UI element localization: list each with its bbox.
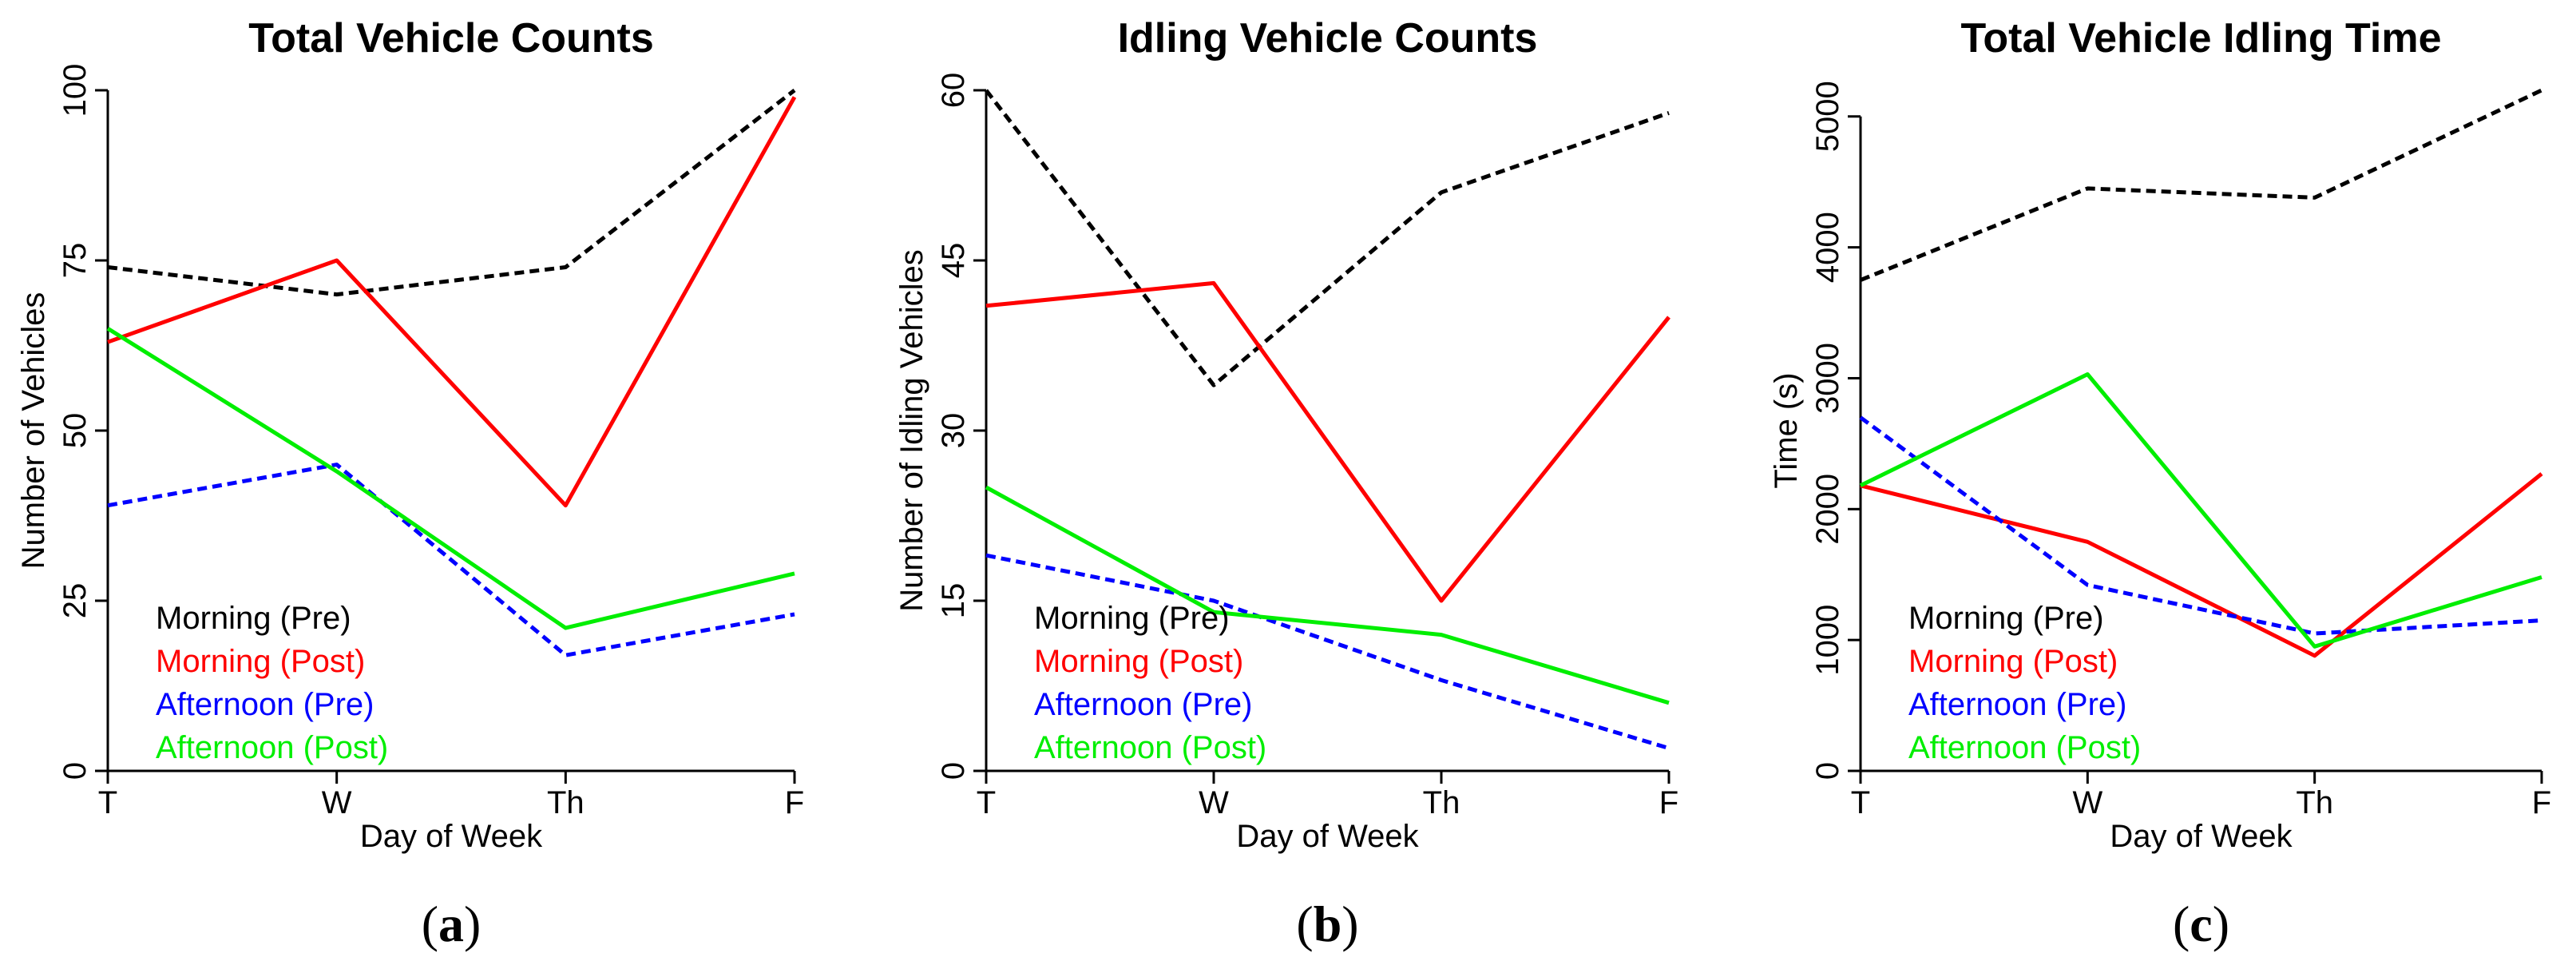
y-tick-label: 2000 <box>1810 474 1845 545</box>
series-line-morning-pre <box>985 89 1670 387</box>
y-tick-label: 0 <box>936 762 971 780</box>
y-axis-title: Number of Idling Vehicles <box>894 249 929 612</box>
x-axis-title: Day of Week <box>1236 819 1419 854</box>
legend-entry: Afternoon (Pre) <box>1908 687 2126 722</box>
y-tick-label: 60 <box>936 73 971 109</box>
legend-entry: Morning (Pre) <box>1908 601 2104 636</box>
y-tick-label: 1000 <box>1810 605 1845 676</box>
series-line-afternoon-post <box>985 485 1670 705</box>
legend-entry: Afternoon (Post) <box>1034 730 1266 765</box>
series-line-morning-pre <box>107 89 796 297</box>
y-tick-label: 5000 <box>1810 81 1845 152</box>
legend-entry: Morning (Post) <box>1908 644 2118 679</box>
panel-label: (a) <box>422 896 482 952</box>
panel-label-letter: c <box>2190 896 2212 952</box>
series-line-morning-post <box>1860 472 2543 658</box>
x-tick-label: T <box>1851 785 1870 820</box>
x-axis-title: Day of Week <box>2110 819 2293 854</box>
y-axis-title: Number of Vehicles <box>16 292 51 570</box>
x-tick-label: F <box>2532 785 2551 820</box>
x-tick-label: T <box>977 785 996 820</box>
chart-title: Idling Vehicle Counts <box>1118 15 1538 62</box>
series-line-afternoon-pre <box>107 463 795 657</box>
x-tick-label: Th <box>1423 785 1460 820</box>
legend-entry: Afternoon (Pre) <box>1034 687 1252 722</box>
panel-label: (c) <box>2173 896 2229 952</box>
panel-label-letter: a <box>438 896 464 952</box>
y-tick-label: 50 <box>57 413 93 449</box>
legend-entry: Morning (Pre) <box>1034 601 1230 636</box>
y-tick-label: 75 <box>57 243 93 279</box>
y-tick-label: 30 <box>936 413 971 449</box>
series-line-afternoon-post <box>1859 372 2542 649</box>
legend-entry: Morning (Pre) <box>156 601 351 636</box>
chart-title: Total Vehicle Counts <box>248 15 654 62</box>
y-tick-label: 25 <box>57 583 93 619</box>
x-tick-label: W <box>322 785 352 820</box>
x-tick-label: F <box>1659 785 1678 820</box>
chart-panel-c: Total Vehicle Idling Time T W Th F 0 1000 2000 3… <box>1769 15 2551 952</box>
series-line-afternoon-pre <box>985 553 1670 750</box>
chart-title: Total Vehicle Idling Time <box>1961 15 2442 62</box>
x-tick-label: W <box>2072 785 2102 820</box>
chart-panel-a: Total Vehicle Counts T W Th F 0 25 50 75 100 Day o… <box>16 15 804 952</box>
y-tick-label: 0 <box>57 762 93 780</box>
x-tick-label: W <box>1199 785 1229 820</box>
x-tick-label: Th <box>547 785 585 820</box>
panel-label: (b) <box>1296 896 1358 952</box>
y-tick-label: 0 <box>1810 762 1845 780</box>
legend-entry: Morning (Post) <box>156 644 365 679</box>
series-line-afternoon-post <box>106 327 795 630</box>
series-line-afternoon-pre <box>1859 415 2542 636</box>
legend-entry: Afternoon (Pre) <box>156 687 374 722</box>
series-line-morning-pre <box>1860 88 2543 282</box>
legend-entry: Afternoon (Post) <box>156 730 388 765</box>
legend-entry: Morning (Post) <box>1034 644 1243 679</box>
y-axis-title: Time (s) <box>1769 372 1804 488</box>
x-tick-label: Th <box>2296 785 2333 820</box>
chart-panel-b: Idling Vehicle Counts T W Th F 0 15 30 45 60 Day o… <box>894 15 1678 952</box>
y-tick-label: 15 <box>936 583 971 619</box>
panel-label-letter: b <box>1314 896 1342 952</box>
legend-entry: Afternoon (Post) <box>1908 730 2141 765</box>
y-tick-label: 4000 <box>1810 212 1845 283</box>
series-line-morning-post <box>107 96 797 508</box>
series-line-morning-post <box>985 280 1670 603</box>
x-tick-label: F <box>785 785 804 820</box>
y-tick-label: 3000 <box>1810 343 1845 414</box>
y-tick-label: 100 <box>57 64 93 117</box>
x-axis-title: Day of Week <box>360 819 543 854</box>
x-tick-label: T <box>98 785 117 820</box>
y-tick-label: 45 <box>936 243 971 279</box>
